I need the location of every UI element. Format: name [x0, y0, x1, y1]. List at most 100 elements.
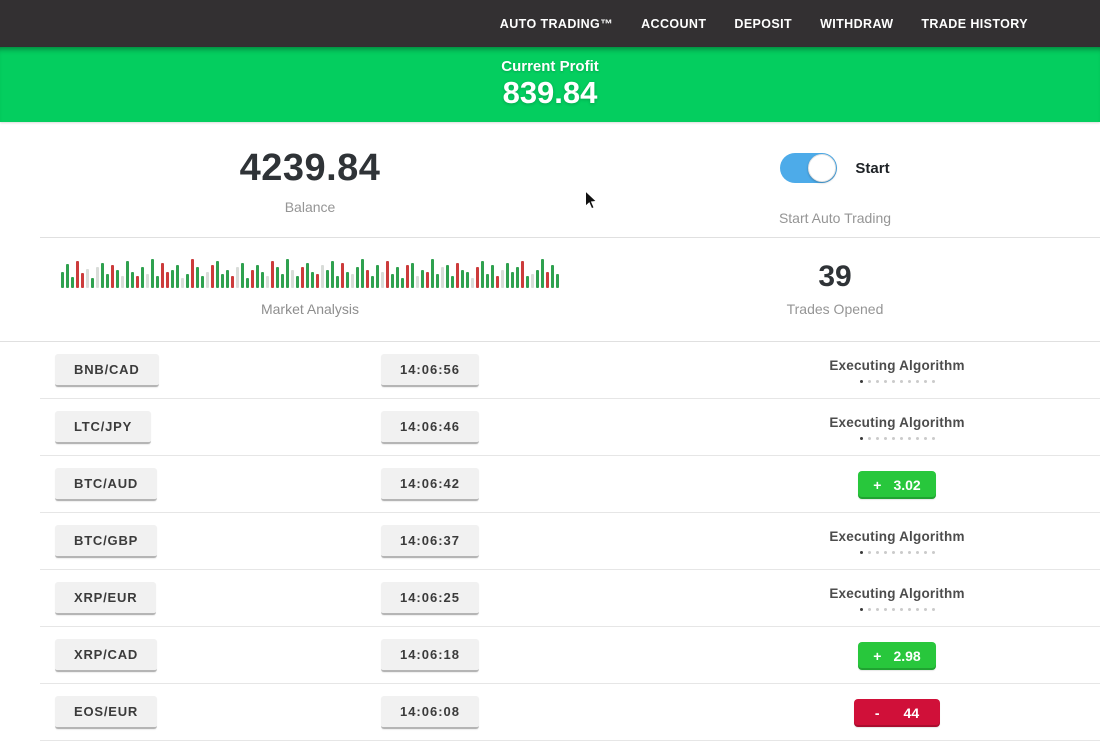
market-bar [201, 276, 204, 288]
trade-row: BTC/AUD 14:06:42 +3.02 [0, 456, 1100, 513]
market-bar [76, 261, 79, 288]
pair-badge[interactable]: LTC/JPY [55, 411, 152, 444]
progress-dot [931, 380, 935, 383]
market-bar [316, 274, 319, 288]
progress-dot [899, 608, 903, 611]
progress-dot [915, 380, 919, 383]
trades-list: BNB/CAD 14:06:56 Executing Algorithm LTC/JP… [0, 341, 1100, 741]
market-bar [301, 267, 304, 288]
market-bar [531, 274, 534, 288]
market-bar [521, 261, 524, 288]
trades-opened-label: Trades Opened [786, 301, 884, 317]
market-bar [241, 263, 244, 288]
progress-dot [923, 551, 927, 554]
pair-badge[interactable]: BTC/GBP [55, 525, 158, 558]
nav-item-deposit[interactable]: DEPOSIT [734, 16, 793, 31]
market-bar [151, 259, 154, 288]
progress-dot [859, 380, 863, 383]
market-bar [191, 259, 194, 288]
progress-dot [875, 437, 879, 440]
market-bar [296, 276, 299, 288]
market-bar [196, 267, 199, 288]
market-bar [441, 267, 444, 288]
pair-badge[interactable]: XRP/CAD [55, 639, 158, 672]
market-bar [91, 278, 94, 288]
progress-dots [829, 437, 964, 440]
executing-status: Executing Algorithm [829, 586, 964, 611]
market-bar [251, 270, 254, 288]
market-bar [346, 272, 349, 288]
pair-badge[interactable]: BTC/AUD [55, 468, 158, 501]
balance-value: 4239.84 [239, 147, 381, 189]
time-badge[interactable]: 14:06:37 [380, 525, 480, 558]
market-bar [136, 276, 139, 288]
market-bar [271, 261, 274, 288]
time-badge[interactable]: 14:06:25 [380, 582, 480, 615]
pair-badge[interactable]: XRP/EUR [55, 582, 157, 615]
market-bar [321, 265, 324, 288]
market-section: Market Analysis 39 Trades Opened [0, 238, 1100, 341]
market-bar [236, 267, 239, 288]
progress-dot [891, 380, 895, 383]
progress-dots [829, 551, 964, 554]
progress-dot [899, 380, 903, 383]
market-bar [111, 265, 114, 288]
market-bar [481, 261, 484, 288]
market-bar [231, 276, 234, 288]
progress-dot [907, 437, 911, 440]
market-bar [541, 259, 544, 288]
nav-item-trade-history[interactable]: TRADE HISTORY [921, 16, 1028, 31]
time-badge[interactable]: 14:06:18 [380, 639, 480, 672]
market-analysis-label: Market Analysis [260, 301, 360, 317]
trade-result-badge: +3.02 [858, 470, 936, 499]
market-bar [311, 272, 314, 288]
market-bar [216, 261, 219, 288]
progress-dot [907, 551, 911, 554]
executing-status: Executing Algorithm [829, 529, 964, 554]
market-bar [96, 267, 99, 288]
result-sign: + [873, 476, 882, 493]
market-bar [131, 272, 134, 288]
progress-dot [867, 437, 871, 440]
market-bar [516, 267, 519, 288]
pair-badge[interactable]: BNB/CAD [55, 354, 159, 387]
progress-dot [907, 608, 911, 611]
progress-dot [907, 380, 911, 383]
market-bar [326, 270, 329, 288]
time-badge[interactable]: 14:06:46 [380, 411, 480, 444]
market-bar [421, 270, 424, 288]
market-bar [176, 265, 179, 288]
executing-status: Executing Algorithm [829, 358, 964, 383]
progress-dot [875, 380, 879, 383]
profit-label: Current Profit [501, 58, 599, 76]
progress-dot [875, 551, 879, 554]
executing-label: Executing Algorithm [829, 415, 965, 430]
progress-dot [883, 608, 887, 611]
market-bar [511, 272, 514, 288]
result-amount: 3.02 [893, 476, 921, 493]
time-badge[interactable]: 14:06:42 [380, 468, 480, 501]
market-bar [381, 272, 384, 288]
toggle-knob [808, 154, 837, 182]
progress-dot [883, 437, 887, 440]
time-badge[interactable]: 14:06:08 [380, 696, 480, 729]
auto-trading-block: Start Start Auto Trading [620, 147, 1050, 237]
market-bar [536, 270, 539, 288]
nav-item-withdraw[interactable]: WITHDRAW [820, 16, 894, 31]
market-analysis-chart [0, 258, 620, 288]
market-bar [81, 273, 84, 288]
market-bar [386, 261, 389, 288]
market-bar [456, 263, 459, 288]
nav-item-account[interactable]: ACCOUNT [641, 16, 707, 31]
nav-item-auto-trading[interactable]: AUTO TRADING™ [499, 16, 614, 31]
balance-label: Balance [284, 199, 336, 215]
pair-badge[interactable]: EOS/EUR [55, 696, 158, 729]
progress-dots [829, 380, 964, 383]
market-bar [426, 272, 429, 288]
time-badge[interactable]: 14:06:56 [380, 354, 480, 387]
progress-dot [867, 551, 871, 554]
market-bar [66, 264, 69, 288]
top-nav: AUTO TRADING™ ACCOUNT DEPOSIT WITHDRAW TRADE… [0, 0, 1100, 47]
auto-trading-toggle[interactable] [780, 153, 838, 183]
progress-dot [891, 437, 895, 440]
